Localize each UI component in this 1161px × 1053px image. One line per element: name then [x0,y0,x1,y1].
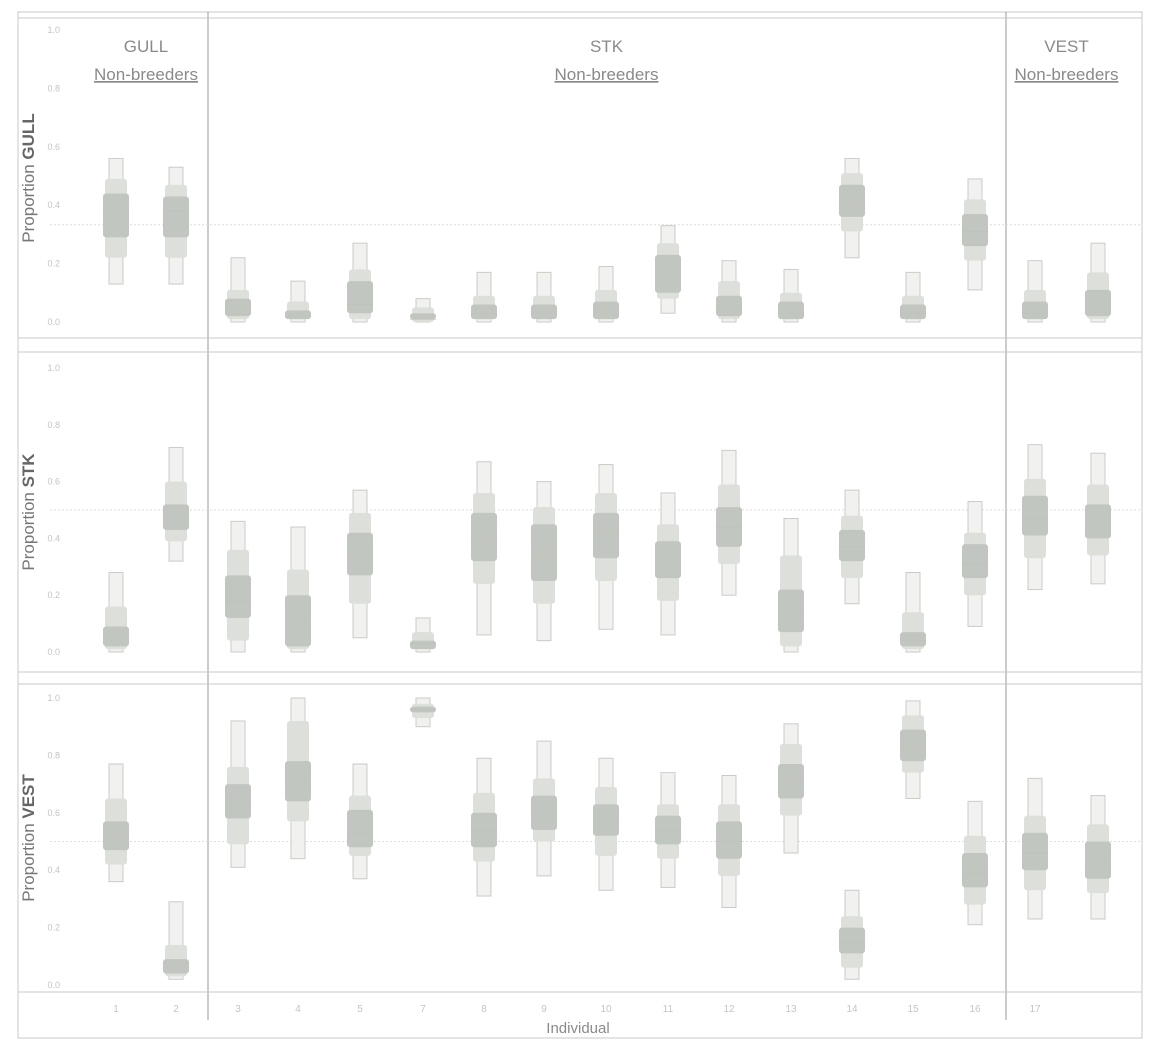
group-label: VEST [1044,37,1088,56]
inner-quantile-box [285,595,311,647]
x-tick-label: 11 [663,1004,674,1015]
inner-quantile-box [1085,289,1111,317]
y-axis-title: Proportion STK [19,453,38,571]
inner-quantile-box [410,640,436,650]
x-tick-label: 2 [173,1004,179,1015]
y-axis-title: Proportion VEST [19,774,38,902]
inner-quantile-box [225,298,251,317]
y-tick-label: 0.2 [47,923,60,933]
inner-quantile-box [1022,301,1048,320]
inner-quantile-box [1085,841,1111,879]
group-sublabel: Non-breeders [555,65,659,84]
x-tick-label: 4 [295,1004,301,1015]
y-tick-label: 0.2 [47,590,60,600]
inner-quantile-box [778,764,804,799]
y-tick-label: 0.4 [47,200,60,210]
group-sublabel: Non-breeders [94,65,198,84]
x-tick-label: 16 [969,1004,981,1015]
x-tick-label: 3 [235,1004,241,1015]
x-axis-title: Individual [546,1020,609,1037]
inner-quantile-box [531,524,557,581]
group-label: GULL [124,37,168,56]
y-tick-label: 1.0 [47,693,60,703]
inner-quantile-box [900,729,926,762]
inner-quantile-box [962,852,988,888]
panel-frame [17,351,1143,673]
inner-quantile-box [655,254,681,293]
y-tick-label: 0.4 [47,865,60,875]
x-tick-label: 15 [907,1004,919,1015]
inner-quantile-box [347,532,373,576]
inner-quantile-box [103,193,129,238]
y-tick-label: 0.6 [47,477,60,487]
inner-quantile-box [531,795,557,831]
inner-quantile-box [410,313,436,320]
group-sublabel: Non-breeders [1015,65,1119,84]
inner-quantile-box [900,304,926,320]
y-tick-label: 0.0 [47,980,60,990]
inner-quantile-box [839,927,865,954]
x-tick-label: 13 [785,1004,797,1015]
y-axis-title: Proportion GULL [19,113,38,242]
inner-quantile-box [347,281,373,314]
inner-quantile-box [531,304,557,320]
y-tick-label: 0.0 [47,647,60,657]
x-tick-label: 7 [420,1004,426,1015]
inner-quantile-box [163,959,189,974]
y-axis-title-prefix: Proportion [19,164,38,242]
y-axis-title-prefix: Proportion [19,492,38,570]
x-tick-label: 12 [723,1004,735,1015]
x-tick-label: 14 [846,1004,858,1015]
panel-frame [17,17,1143,339]
inner-quantile-box [225,575,251,618]
inner-quantile-box [593,512,619,559]
y-tick-label: 1.0 [47,25,60,35]
x-tick-label: 9 [541,1004,547,1015]
y-axis-title-prefix: Proportion [19,823,38,901]
group-label: STK [590,37,624,56]
y-tick-label: 0.0 [47,317,60,327]
y-axis-title-group: STK [19,453,38,488]
y-tick-label: 0.8 [47,83,60,93]
y-tick-label: 0.4 [47,533,60,543]
inner-quantile-box [285,310,311,320]
inner-quantile-box [778,589,804,633]
inner-quantile-box [163,196,189,238]
inner-quantile-box [1022,832,1048,871]
inner-quantile-box [962,213,988,247]
inner-quantile-box [655,541,681,579]
inner-quantile-box [593,804,619,836]
inner-quantile-box [347,809,373,848]
inner-quantile-box [471,512,497,562]
inner-quantile-box [471,304,497,320]
y-axis-title-group: GULL [19,113,38,159]
y-axis-title-group: VEST [19,774,38,819]
y-tick-label: 1.0 [47,363,60,373]
x-tick-label: 5 [357,1004,363,1015]
y-tick-label: 0.8 [47,750,60,760]
x-tick-label: 17 [1029,1004,1041,1015]
x-tick-label: 8 [481,1004,487,1015]
y-tick-label: 0.6 [47,808,60,818]
inner-quantile-box [1022,495,1048,536]
y-tick-label: 0.2 [47,259,60,269]
x-tick-label: 10 [600,1004,612,1015]
inner-quantile-box [962,544,988,579]
inner-quantile-box [839,184,865,217]
x-tick-label: 1 [113,1004,119,1015]
inner-quantile-box [839,529,865,562]
inner-quantile-box [778,301,804,320]
inner-quantile-box [716,821,742,859]
y-tick-label: 0.6 [47,142,60,152]
panel-frame [17,683,1143,993]
y-tick-label: 0.8 [47,420,60,430]
inner-quantile-box [716,295,742,317]
inner-quantile-box [163,504,189,530]
inner-quantile-box [900,632,926,647]
inner-quantile-box [103,626,129,647]
